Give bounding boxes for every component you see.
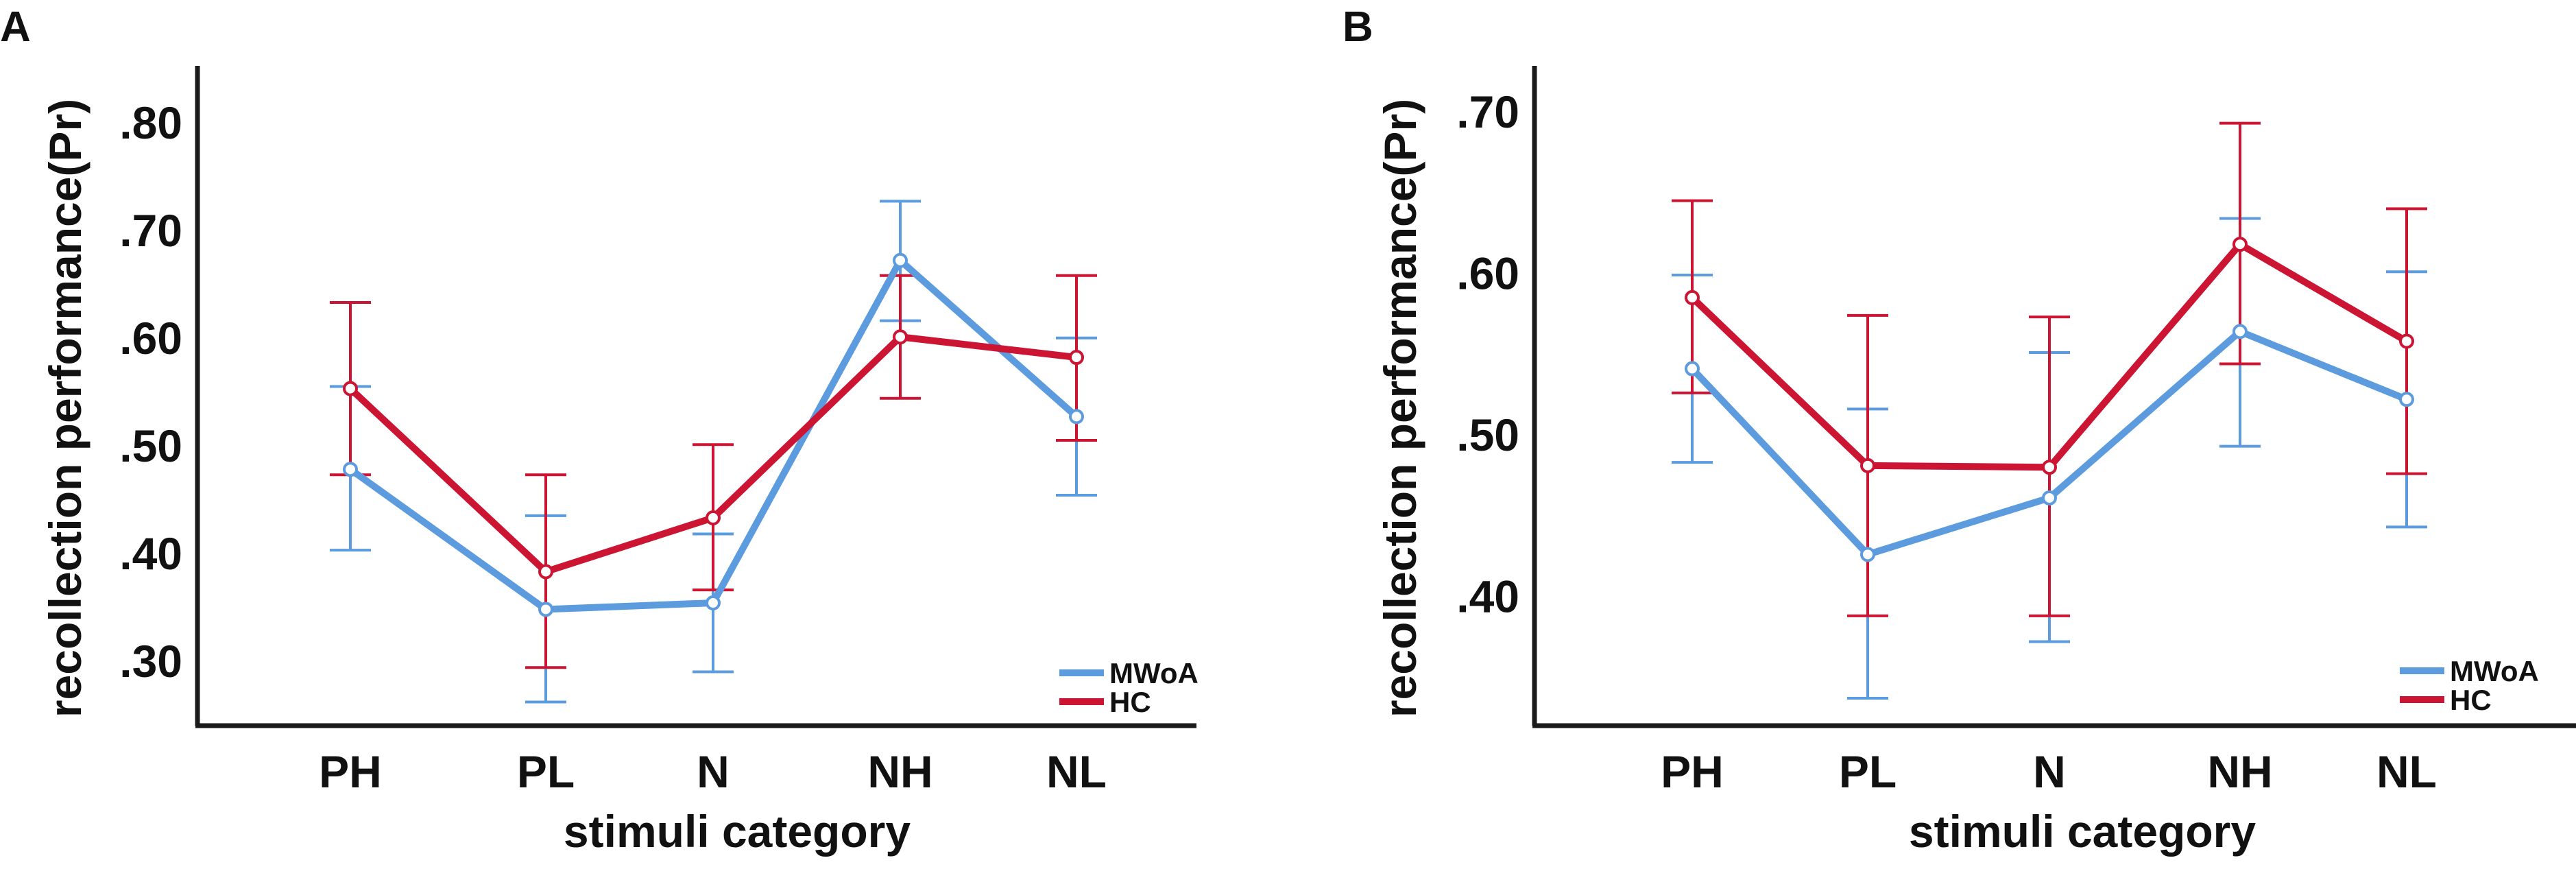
data-point-mwoa [1860,547,1875,562]
y-tick-label: .70 [119,205,182,256]
data-point-hc [1860,457,1875,473]
data-point-mwoa [1685,361,1700,377]
x-tick-label: NL [1046,746,1107,797]
panel-b: B .40 .50 .60 .70 PH PL N NH NL MWoA HC stimuli … [1343,3,2576,857]
panel-b-legend: MWoA HC [2400,655,2539,716]
y-tick-label: .60 [119,313,182,364]
x-axis-title: stimuli category [564,806,911,857]
x-tick-label: PL [1839,746,1897,797]
data-point-mwoa [343,462,358,477]
legend-label-hc: HC [1109,686,1151,718]
data-point-hc [343,381,358,396]
y-tick-label: .40 [119,528,182,579]
legend-label-mwoa: MWoA [1109,657,1199,689]
y-tick-label: .70 [1456,86,1519,137]
data-point-mwoa [2232,324,2248,340]
x-tick-label: PH [1661,746,1724,797]
panel-a: A .30 .40 .50 .60 .70 .80 PH PL N NH NL MWoA HC st… [0,3,1199,857]
data-point-mwoa [2042,490,2057,505]
x-tick-label: PL [517,746,575,797]
panel-a-legend: MWoA HC [1059,657,1199,718]
data-point-mwoa [2399,392,2414,407]
data-point-hc [1069,350,1084,366]
x-tick-label: PH [319,746,382,797]
data-point-hc [2042,460,2057,475]
panel-b-letter: B [1343,3,1373,51]
data-point-hc [2232,237,2248,252]
y-tick-label: .40 [1456,571,1519,622]
data-point-hc [706,510,721,525]
y-tick-label: .60 [1456,248,1519,299]
data-point-mwoa [893,252,908,268]
data-point-mwoa [706,595,721,611]
y-tick-label: .50 [1456,409,1519,460]
x-tick-label: NH [2207,746,2272,797]
x-tick-label: NH [867,746,932,797]
y-axis-title: recollection performance(Pr) [1375,99,1425,717]
y-tick-label: .50 [119,420,182,471]
y-tick-label: .30 [119,636,182,687]
x-tick-label: N [2033,746,2066,797]
y-tick-label: .80 [119,97,182,148]
data-point-hc [538,564,553,580]
legend-label-hc: HC [2450,684,2492,716]
data-point-mwoa [538,602,553,617]
x-tick-label: N [697,746,730,797]
x-axis-title: stimuli category [1909,806,2256,857]
x-tick-label: NL [2376,746,2437,797]
data-point-hc [2399,333,2414,349]
data-point-hc [1685,289,1700,305]
legend-label-mwoa: MWoA [2450,655,2539,687]
data-point-mwoa [1069,409,1084,425]
panel-a-letter: A [0,3,31,51]
data-point-hc [893,329,908,345]
y-axis-title: recollection performance(Pr) [40,99,91,717]
